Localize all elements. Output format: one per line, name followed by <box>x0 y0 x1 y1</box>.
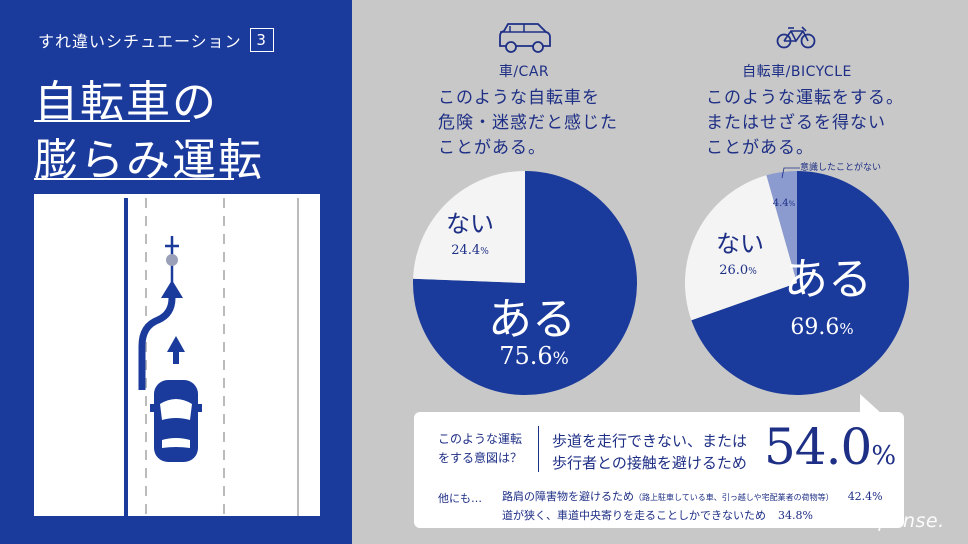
car-question-line1: このような自転車を <box>438 88 600 108</box>
pie-slice <box>766 171 797 283</box>
car-question-line3: ことがある。 <box>438 138 546 158</box>
reason-box: このような運転 をする意図は？ 歩道を走行できない、または 歩行者との接触を避け… <box>414 412 904 528</box>
pie-slice-label: ある <box>784 254 872 305</box>
pie-slice-value: 26.0% <box>719 263 757 278</box>
pie-slice-label: ある <box>488 294 576 345</box>
main-pct-sign: % <box>871 441 896 471</box>
pie-slice-label: ない <box>446 210 494 238</box>
pie-slice-value: 4.4% <box>773 198 796 209</box>
bicycle-slice-3-name: 意識したことがない <box>800 163 882 173</box>
car-label: 車/CAR <box>498 64 550 80</box>
situation-number: 3 <box>249 28 274 52</box>
page-title-line1: 自転車の <box>34 77 218 128</box>
swerve-arrow-line <box>138 294 176 390</box>
other-reasons: 路肩の障害物を避けるため（路上駐車している車、引っ越しや宅配業者の荷物等） 42.… <box>502 488 883 525</box>
pie-slice-value: 24.4% <box>451 243 489 258</box>
bicycle-label: 自転車/BICYCLE <box>742 64 852 80</box>
callout-line <box>781 167 800 179</box>
page-title-line2: 膨らみ運転 <box>34 135 264 186</box>
cyclist-icon <box>165 236 179 282</box>
kicker: すれ違いシチュエーション 3 <box>38 28 274 52</box>
bicycle-icon <box>776 26 816 49</box>
pie-slice <box>685 175 797 321</box>
title-underline-1 <box>34 120 190 122</box>
reason-question: このような運転 をする意図は？ <box>438 430 522 468</box>
road-illustration <box>34 194 320 516</box>
reason-question-line1: このような運転 <box>438 432 523 446</box>
car-top-icon <box>150 380 202 462</box>
title-underline-2 <box>34 178 234 180</box>
car-icon <box>499 23 551 53</box>
reason-question-line2: をする意図は？ <box>438 451 523 465</box>
main-pct-value: 54.0 <box>764 418 872 476</box>
main-reason-line1: 歩道を走行できない、または <box>552 432 748 450</box>
reason-1-text: 路肩の障害物を避けるため <box>502 490 634 503</box>
reason-2-pct: 34.8% <box>778 509 813 522</box>
reason-2-text: 道が狭く、車道中央寄りを走ることしかできないため <box>502 509 766 522</box>
kicker-text: すれ違いシチュエーション <box>38 32 242 51</box>
main-reason-line2: 歩行者との接触を避けるため <box>552 454 747 472</box>
reason-row: 道が狭く、車道中央寄りを走ることしかできないため 34.8% <box>502 507 883 525</box>
left-panel: すれ違いシチュエーション 3 自転車の 膨らみ運転 <box>0 0 352 544</box>
pie-slice-label: ない <box>716 230 764 258</box>
pie-slice <box>691 171 909 395</box>
reason-divider <box>538 426 539 472</box>
swerve-arrow-head <box>161 280 183 298</box>
pie-slice <box>413 171 525 283</box>
speech-tail <box>860 394 882 414</box>
main-reason: 歩道を走行できない、または 歩行者との接触を避けるため <box>552 430 747 474</box>
response-logo: Response. <box>842 510 945 532</box>
bicycle-question-line3: ことがある。 <box>706 138 814 158</box>
car-question: このような自転車を 危険・迷惑だと感じた ことがある。 <box>438 86 618 161</box>
other-label: 他にも… <box>438 492 482 505</box>
reason-1-note: （路上駐車している車、引っ越しや宅配業者の荷物等） <box>634 493 834 502</box>
bicycle-question-line1: このような運転をする。 <box>706 88 904 108</box>
pie-slice-value: 69.6% <box>790 315 853 340</box>
main-reason-percent: 54.0% <box>764 418 896 476</box>
reason-1-pct: 42.4% <box>847 490 883 503</box>
reason-row: 路肩の障害物を避けるため（路上駐車している車、引っ越しや宅配業者の荷物等） 42.… <box>502 488 883 507</box>
bicycle-question: このような運転をする。 またはせざるを得ない ことがある。 <box>706 86 904 161</box>
bicycle-pie-chart: ある 69.6% ない 26.0% 4.4% <box>685 171 909 395</box>
bicycle-question-line2: またはせざるを得ない <box>706 113 886 133</box>
car-question-line2: 危険・迷惑だと感じた <box>438 113 618 133</box>
car-arrow-head <box>167 336 185 352</box>
